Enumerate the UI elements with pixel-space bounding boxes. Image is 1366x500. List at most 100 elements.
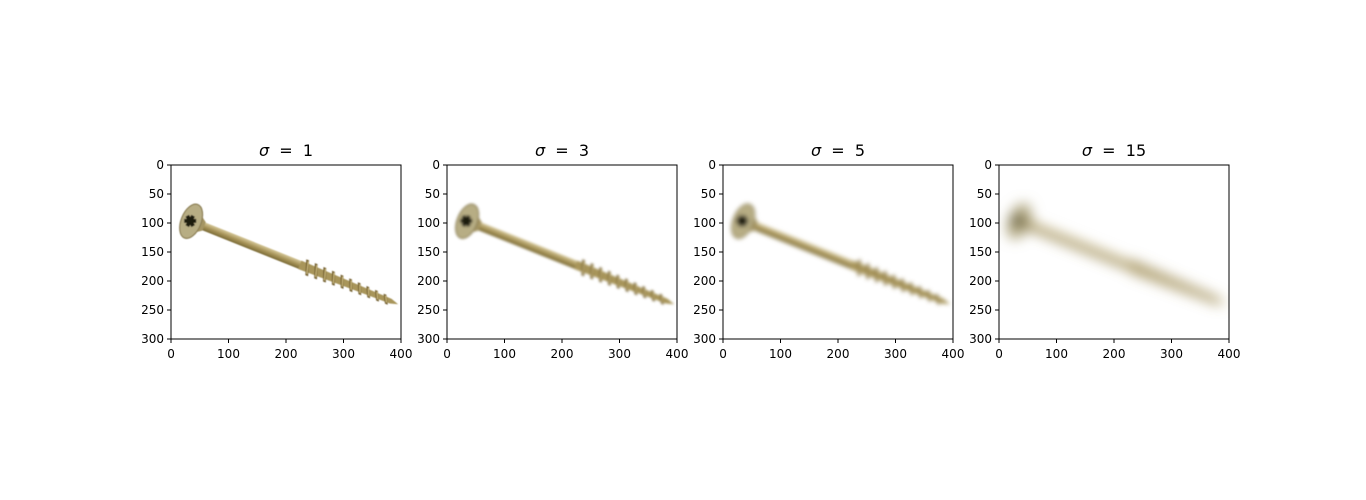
x-tick-label: 400 xyxy=(1218,347,1241,361)
thread-highlight xyxy=(893,276,896,287)
y-tick-label: 50 xyxy=(701,187,716,201)
thread-highlight xyxy=(884,272,887,284)
thread-highlight xyxy=(911,284,913,294)
x-tick-label: 200 xyxy=(275,347,298,361)
x-tick-label: 200 xyxy=(1103,347,1126,361)
thread-highlight xyxy=(384,295,388,303)
thread-highlight xyxy=(323,268,327,281)
x-tick-label: 100 xyxy=(217,347,240,361)
plot-area: 0 100 200 300 400 0 50 100 150 200 250 300 xyxy=(141,158,412,361)
sigma-value: 3 xyxy=(578,141,590,160)
thread-highlight xyxy=(928,291,931,300)
thread-highlight xyxy=(875,268,879,281)
y-tick-label: 250 xyxy=(693,303,716,317)
y-tick-label: 300 xyxy=(969,332,992,346)
thread-highlight xyxy=(1160,272,1163,284)
screw-thread-core xyxy=(1126,260,1227,305)
y-tick-label: 150 xyxy=(693,245,716,259)
x-tick-label: 200 xyxy=(827,347,850,361)
x-tick-label: 400 xyxy=(942,347,965,361)
y-tick-label: 200 xyxy=(141,274,164,288)
thread-highlight xyxy=(867,264,870,278)
y-tick-label: 100 xyxy=(141,216,164,230)
plot-area: 0 100 200 300 400 0 50 100 150 200 250 300 xyxy=(969,158,1240,361)
sigma-symbol: σ xyxy=(1081,141,1092,160)
thread-highlight xyxy=(1187,284,1189,294)
x-tick-label: 0 xyxy=(167,347,175,361)
y-tick-label: 0 xyxy=(432,158,440,172)
screw-image xyxy=(179,203,399,305)
axes-frame xyxy=(998,164,1230,340)
screw-shaft xyxy=(199,221,310,272)
axes-frame xyxy=(446,164,678,340)
thread-highlight xyxy=(376,291,379,300)
x-tick-label: 100 xyxy=(1045,347,1068,361)
y-tick-label: 50 xyxy=(977,187,992,201)
panel-sigma-1: σ = 1 0 100 200 300 400 0 50 100 150 200 250 300 xyxy=(141,0,431,500)
thread-highlight xyxy=(582,261,585,275)
thread-highlight xyxy=(617,276,620,287)
y-tick-label: 100 xyxy=(417,216,440,230)
y-tick-label: 50 xyxy=(425,187,440,201)
thread-highlight xyxy=(643,287,646,297)
thread-highlight xyxy=(1169,276,1172,287)
x-tick-label: 300 xyxy=(884,347,907,361)
panel-title: σ = 15 xyxy=(999,141,1229,161)
screw-image xyxy=(455,203,675,305)
y-tick-label: 200 xyxy=(417,274,440,288)
y-tick-label: 50 xyxy=(149,187,164,201)
x-tick-label: 400 xyxy=(666,347,689,361)
y-tick-label: 300 xyxy=(417,332,440,346)
screw-thread-core xyxy=(298,260,399,305)
y-tick-label: 250 xyxy=(417,303,440,317)
sigma-symbol: σ xyxy=(258,141,270,160)
x-tick-label: 300 xyxy=(1160,347,1183,361)
thread-highlight xyxy=(936,295,940,303)
thread-highlight xyxy=(858,261,861,275)
plot-area: 0 100 200 300 400 0 50 100 150 200 250 300 xyxy=(693,158,964,361)
thread-highlight xyxy=(359,284,361,294)
thread-highlight xyxy=(608,272,611,284)
thread-highlight xyxy=(660,295,664,303)
thread-highlight xyxy=(902,280,904,290)
x-tick-label: 0 xyxy=(995,347,1003,361)
y-tick-label: 150 xyxy=(969,245,992,259)
plot-area: 0 100 200 300 400 0 50 100 150 200 250 300 xyxy=(417,158,688,361)
y-tick-label: 250 xyxy=(969,303,992,317)
thread-highlight xyxy=(1178,280,1180,290)
screw-image xyxy=(731,203,951,305)
y-tick-label: 100 xyxy=(693,216,716,230)
torx-recess xyxy=(1012,214,1025,228)
x-tick-label: 300 xyxy=(332,347,355,361)
panel-title: σ = 1 xyxy=(171,141,401,161)
sigma-value: 5 xyxy=(854,141,866,160)
panel-sigma-3: σ = 3 0 100 200 300 400 0 50 100 150 200 250 300 xyxy=(417,0,707,500)
screw-shaft xyxy=(1027,221,1138,272)
y-tick-label: 300 xyxy=(693,332,716,346)
thread-highlight xyxy=(626,280,628,290)
thread-highlight xyxy=(652,291,655,300)
x-tick-label: 0 xyxy=(443,347,451,361)
panel-sigma-15: σ = 15 0 100 200 300 400 0 50 100 150 200 250 300 xyxy=(969,0,1259,500)
y-tick-label: 250 xyxy=(141,303,164,317)
axes-frame xyxy=(170,164,402,340)
x-tick-label: 200 xyxy=(551,347,574,361)
thread-highlight xyxy=(635,284,637,294)
screw-shaft xyxy=(475,221,586,272)
sigma-symbol: σ xyxy=(534,141,546,160)
thread-highlight xyxy=(919,287,922,297)
torx-recess xyxy=(736,214,749,228)
y-tick-label: 150 xyxy=(417,245,440,259)
equals-sign: = xyxy=(1097,141,1121,160)
thread-highlight xyxy=(591,264,594,278)
equals-sign: = xyxy=(274,141,298,160)
x-tick-label: 400 xyxy=(390,347,413,361)
sigma-value: 1 xyxy=(302,141,314,160)
sigma-symbol: σ xyxy=(810,141,822,160)
screw-thread-core xyxy=(850,260,951,305)
thread-highlight xyxy=(1151,268,1155,281)
screw-image xyxy=(1007,203,1227,305)
panel-title: σ = 3 xyxy=(447,141,677,161)
thread-highlight xyxy=(350,280,352,290)
